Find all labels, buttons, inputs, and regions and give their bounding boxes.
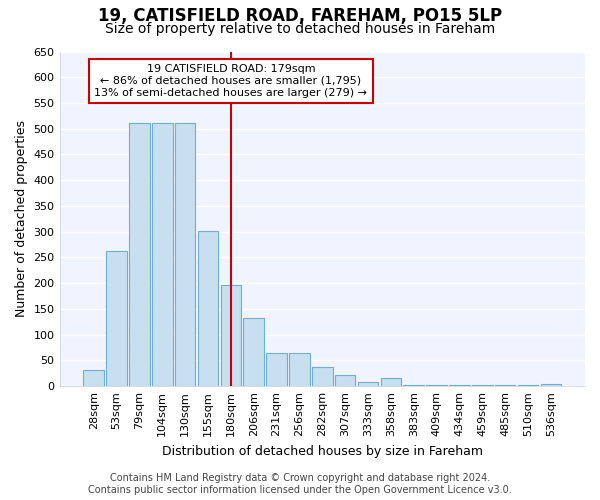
Bar bbox=[449, 385, 470, 386]
Bar bbox=[472, 385, 493, 386]
Bar bbox=[495, 385, 515, 386]
Bar bbox=[152, 123, 173, 386]
Y-axis label: Number of detached properties: Number of detached properties bbox=[15, 120, 28, 318]
X-axis label: Distribution of detached houses by size in Fareham: Distribution of detached houses by size … bbox=[162, 444, 483, 458]
Bar bbox=[244, 318, 264, 386]
Bar bbox=[266, 352, 287, 386]
Bar bbox=[335, 375, 355, 386]
Bar bbox=[129, 123, 150, 386]
Bar bbox=[175, 123, 196, 386]
Text: Size of property relative to detached houses in Fareham: Size of property relative to detached ho… bbox=[105, 22, 495, 36]
Bar bbox=[289, 352, 310, 386]
Bar bbox=[106, 251, 127, 386]
Bar bbox=[221, 284, 241, 386]
Bar bbox=[541, 384, 561, 386]
Bar bbox=[518, 385, 538, 386]
Text: 19, CATISFIELD ROAD, FAREHAM, PO15 5LP: 19, CATISFIELD ROAD, FAREHAM, PO15 5LP bbox=[98, 8, 502, 26]
Text: 19 CATISFIELD ROAD: 179sqm
← 86% of detached houses are smaller (1,795)
13% of s: 19 CATISFIELD ROAD: 179sqm ← 86% of deta… bbox=[94, 64, 367, 98]
Bar bbox=[198, 230, 218, 386]
Text: Contains HM Land Registry data © Crown copyright and database right 2024.
Contai: Contains HM Land Registry data © Crown c… bbox=[88, 474, 512, 495]
Bar bbox=[358, 382, 378, 386]
Bar bbox=[312, 366, 332, 386]
Bar bbox=[380, 378, 401, 386]
Bar bbox=[426, 385, 447, 386]
Bar bbox=[83, 370, 104, 386]
Bar bbox=[403, 385, 424, 386]
